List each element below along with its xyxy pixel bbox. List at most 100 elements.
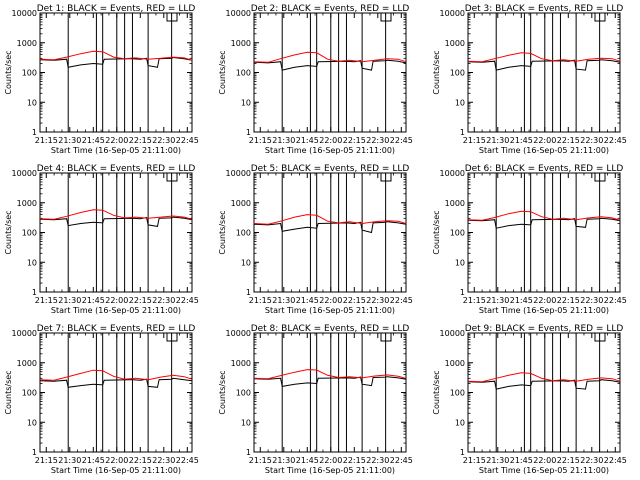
x-tick-label: 22:45 [390, 136, 413, 145]
y-axis-label: Counts/sec [4, 370, 13, 414]
y-tick-label: 1 [246, 448, 251, 457]
x-tick-label: 21:15 [249, 136, 272, 145]
y-axis-label: Counts/sec [4, 50, 13, 94]
y-axis-label: Counts/sec [432, 50, 441, 94]
x-axis-label: Start Time (16-Sep-05 21:11:00) [265, 146, 395, 155]
x-tick-label: 22:15 [129, 456, 152, 465]
x-tick-label: 21:45 [510, 136, 533, 145]
y-tick-label: 10000 [440, 329, 465, 338]
plot-frame [39, 332, 193, 453]
y-tick-label: 100 [236, 229, 251, 238]
y-tick-label: 1 [460, 128, 465, 137]
x-tick-label: 22:00 [105, 296, 128, 305]
panel-title: Det 4: BLACK = Events, RED = LLD [37, 164, 196, 174]
y-axis-label: Counts/sec [432, 210, 441, 254]
panel-title: Det 3: BLACK = Events, RED = LLD [465, 4, 624, 14]
x-axis-label: Start Time (16-Sep-05 21:11:00) [51, 306, 181, 315]
y-tick-label: 100 [236, 389, 251, 398]
series-lld [253, 214, 407, 225]
y-tick-label: 1000 [445, 199, 465, 208]
x-tick-label: 22:00 [105, 136, 128, 145]
series-events [39, 56, 193, 68]
y-tick-label: 100 [22, 389, 37, 398]
x-tick-label: 21:15 [35, 136, 58, 145]
x-tick-label: 21:45 [82, 456, 105, 465]
y-tick-label: 1 [460, 288, 465, 297]
x-tick-label: 21:45 [510, 456, 533, 465]
y-tick-label: 1000 [231, 39, 251, 48]
y-tick-label: 10 [27, 98, 37, 107]
x-tick-label: 22:00 [533, 456, 556, 465]
y-axis-label: Counts/sec [432, 370, 441, 414]
x-tick-label: 22:30 [366, 456, 389, 465]
series-lld [253, 51, 407, 63]
y-tick-label: 1 [32, 128, 37, 137]
plot-frame [467, 172, 621, 293]
x-tick-label: 22:45 [390, 296, 413, 305]
x-tick-label: 21:30 [58, 456, 81, 465]
detector-panel-5: Det 5: BLACK = Events, RED = LLD 1 10 100 10… [218, 164, 413, 315]
y-tick-label: 1 [460, 448, 465, 457]
x-tick-label: 22:30 [152, 136, 175, 145]
x-tick-label: 21:45 [510, 296, 533, 305]
x-tick-label: 21:45 [82, 296, 105, 305]
panel-title: Det 6: BLACK = Events, RED = LLD [465, 164, 624, 174]
series-events [39, 216, 193, 227]
corner-marker [594, 12, 606, 22]
y-tick-label: 10000 [226, 169, 251, 178]
x-tick-label: 22:00 [105, 456, 128, 465]
x-tick-label: 21:15 [463, 136, 486, 145]
x-tick-label: 21:15 [249, 296, 272, 305]
x-tick-label: 21:15 [463, 456, 486, 465]
x-tick-label: 22:15 [557, 136, 580, 145]
x-axis-label: Start Time (16-Sep-05 21:11:00) [479, 466, 609, 475]
series-lld [39, 209, 193, 220]
y-tick-label: 1 [32, 448, 37, 457]
x-tick-label: 22:30 [366, 296, 389, 305]
detector-panel-7: Det 7: BLACK = Events, RED = LLD 1 10 100 10… [4, 324, 199, 475]
detector-panel-1: Det 1: BLACK = Events, RED = LLD 1 10 100 10… [4, 4, 199, 155]
x-tick-label: 22:45 [390, 456, 413, 465]
series-events [253, 221, 407, 234]
x-tick-label: 21:15 [249, 456, 272, 465]
y-tick-label: 100 [450, 389, 465, 398]
series-lld [467, 372, 621, 383]
x-tick-label: 22:15 [343, 136, 366, 145]
x-tick-label: 21:15 [35, 296, 58, 305]
x-tick-label: 22:15 [343, 456, 366, 465]
x-tick-label: 22:15 [557, 296, 580, 305]
y-tick-label: 1000 [17, 199, 37, 208]
series-lld [467, 52, 621, 63]
y-tick-label: 100 [450, 69, 465, 78]
y-axis-label: Counts/sec [218, 50, 227, 94]
panel-title: Det 7: BLACK = Events, RED = LLD [37, 324, 196, 334]
x-axis-label: Start Time (16-Sep-05 21:11:00) [479, 306, 609, 315]
y-tick-label: 10 [241, 418, 251, 427]
x-axis-label: Start Time (16-Sep-05 21:11:00) [265, 466, 395, 475]
x-tick-label: 21:30 [272, 296, 295, 305]
x-tick-label: 21:45 [296, 456, 319, 465]
x-tick-label: 22:45 [604, 456, 627, 465]
y-axis-label: Counts/sec [218, 370, 227, 414]
y-tick-label: 10000 [226, 329, 251, 338]
x-tick-label: 22:30 [580, 296, 603, 305]
x-tick-label: 22:45 [176, 136, 199, 145]
y-tick-label: 1000 [17, 39, 37, 48]
x-tick-label: 21:30 [486, 296, 509, 305]
y-tick-label: 100 [450, 229, 465, 238]
y-tick-label: 100 [236, 69, 251, 78]
detector-panel-3: Det 3: BLACK = Events, RED = LLD 1 10 100 10… [432, 4, 627, 155]
y-tick-label: 10000 [226, 9, 251, 18]
y-tick-label: 1 [246, 288, 251, 297]
series-events [253, 59, 407, 71]
y-axis-label: Counts/sec [218, 210, 227, 254]
panel-title: Det 5: BLACK = Events, RED = LLD [251, 164, 410, 174]
y-tick-label: 10 [27, 418, 37, 427]
plot-frame [39, 172, 193, 293]
x-tick-label: 21:15 [35, 456, 58, 465]
panel-title: Det 9: BLACK = Events, RED = LLD [465, 324, 624, 334]
y-tick-label: 1000 [445, 359, 465, 368]
x-tick-label: 22:00 [533, 296, 556, 305]
corner-marker [166, 172, 178, 182]
